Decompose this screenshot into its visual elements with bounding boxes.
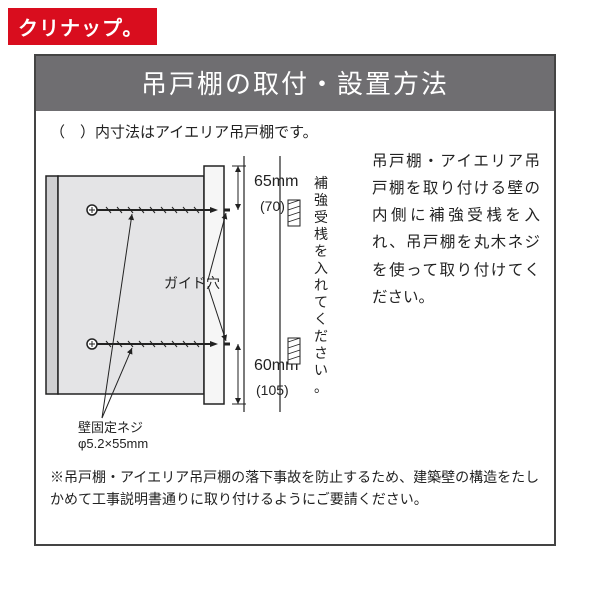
svg-text:壁固定ネジ: 壁固定ネジ [78,420,143,435]
svg-text:(105): (105) [256,382,289,398]
svg-text:φ5.2×55mm: φ5.2×55mm [78,436,148,451]
side-instruction: 吊戸棚・アイエリア吊戸棚を取り付ける壁の内側に補強受桟を入れ、吊戸棚を丸木ネジを… [372,148,540,311]
svg-text:て: て [314,294,328,310]
svg-text:強: 強 [314,192,328,208]
title-bar: 吊戸棚の取付・設置方法 [36,56,554,111]
svg-text:桟: 桟 [314,226,328,242]
svg-text:65mm: 65mm [254,173,298,190]
svg-text:受: 受 [314,209,328,225]
svg-text:ガイド穴: ガイド穴 [164,275,220,291]
svg-text:。: 。 [314,379,328,395]
diagram-area: 65mm(70)60mm(105)ガイド穴壁固定ネジφ5.2×55mm補強受桟を… [36,148,554,458]
svg-text:い: い [314,362,328,378]
sub-note: （ ）内寸法はアイエリア吊戸棚です。 [36,111,554,148]
svg-text:入: 入 [314,260,328,276]
svg-text:を: を [314,243,328,259]
brand-logo-text: クリナップ。 [8,8,157,45]
installation-diagram: 65mm(70)60mm(105)ガイド穴壁固定ネジφ5.2×55mm補強受桟を… [36,148,386,458]
svg-text:補: 補 [314,175,328,191]
title-text: 吊戸棚の取付・設置方法 [141,69,449,99]
svg-text:さ: さ [314,345,328,361]
svg-text:(70): (70) [260,198,285,214]
svg-text:だ: だ [314,328,328,344]
warning-text: ※吊戸棚・アイエリア吊戸棚の落下事故を防止するため、建築壁の構造をたしかめて工事… [36,458,554,511]
brand-logo: クリナップ。 [8,8,157,45]
svg-text:く: く [314,311,328,327]
instruction-frame: 吊戸棚の取付・設置方法 （ ）内寸法はアイエリア吊戸棚です。 65mm(70)6… [34,54,556,546]
svg-text:れ: れ [314,277,328,293]
